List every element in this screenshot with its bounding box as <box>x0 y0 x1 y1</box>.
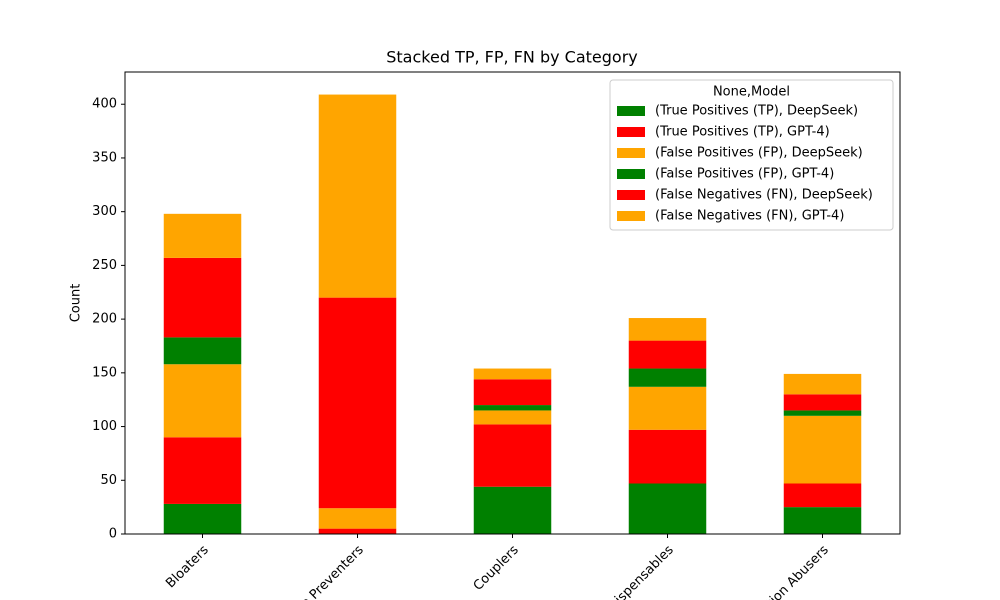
legend: None,Model (True Positives (TP), DeepSeek… <box>609 79 894 231</box>
y-tick-label: 0 <box>109 527 117 542</box>
bar-segment <box>318 94 397 298</box>
bar-segment <box>163 437 242 504</box>
bar-segment <box>628 340 707 369</box>
bar-segment <box>783 507 862 534</box>
bar-segment <box>628 429 707 484</box>
y-axis-label: Count <box>69 284 84 323</box>
y-tick-label: 400 <box>92 97 117 112</box>
legend-label: (False Negatives (FN), DeepSeek) <box>655 188 873 203</box>
chart-title: Stacked TP, FP, FN by Category <box>386 48 637 67</box>
bar-segment <box>318 297 397 509</box>
legend-label: (True Positives (TP), DeepSeek) <box>655 104 858 119</box>
bar-segment <box>163 503 242 534</box>
bar-segment <box>628 483 707 534</box>
bar-segment <box>163 337 242 365</box>
bar-segment <box>163 364 242 438</box>
bar-segment <box>473 368 552 380</box>
x-tick-label: Dispensables <box>605 543 677 600</box>
bar-segment <box>783 483 862 508</box>
legend-swatch <box>617 148 645 158</box>
bar-segment <box>473 410 552 425</box>
plot-area <box>163 94 862 534</box>
legend-label: (False Positives (FP), GPT-4) <box>655 167 834 182</box>
x-tick-label: Bloaters <box>163 543 212 592</box>
bar-segment <box>628 318 707 341</box>
y-tick-label: 200 <box>92 312 117 327</box>
bar-segment <box>473 424 552 487</box>
legend-label: (False Positives (FP), DeepSeek) <box>655 146 863 161</box>
legend-label: (True Positives (TP), GPT-4) <box>655 125 830 140</box>
legend-swatch <box>617 106 645 116</box>
legend-swatch <box>617 127 645 137</box>
bar-segment <box>473 405 552 411</box>
bar-segment <box>473 486 552 534</box>
legend-title: None,Model <box>713 85 790 100</box>
x-tick-label: Couplers <box>471 543 522 594</box>
bar-segment <box>473 379 552 406</box>
legend-swatch <box>617 190 645 200</box>
bar-segment <box>783 415 862 484</box>
x-tick-label: Object-Orientation Abusers <box>696 543 832 600</box>
bar-segment <box>163 257 242 338</box>
legend-label: (False Negatives (FN), GPT-4) <box>655 209 844 224</box>
bar-segment <box>318 528 397 534</box>
bar-segment <box>318 508 397 529</box>
x-tick-label: Change Preventers <box>269 543 367 600</box>
bar-segment <box>783 410 862 416</box>
bar-segment <box>628 368 707 387</box>
bar-segment <box>628 386 707 430</box>
y-tick-label: 150 <box>92 365 117 380</box>
y-tick-label: 350 <box>92 150 117 165</box>
y-tick-label: 100 <box>92 419 117 434</box>
legend-swatch <box>617 211 645 221</box>
y-tick-label: 250 <box>92 258 117 273</box>
y-tick-label: 50 <box>100 473 117 488</box>
bar-segment <box>783 373 862 395</box>
legend-box <box>609 79 894 231</box>
bar-segment <box>163 213 242 258</box>
legend-swatch <box>617 169 645 179</box>
y-tick-label: 300 <box>92 204 117 219</box>
bar-segment <box>783 394 862 411</box>
